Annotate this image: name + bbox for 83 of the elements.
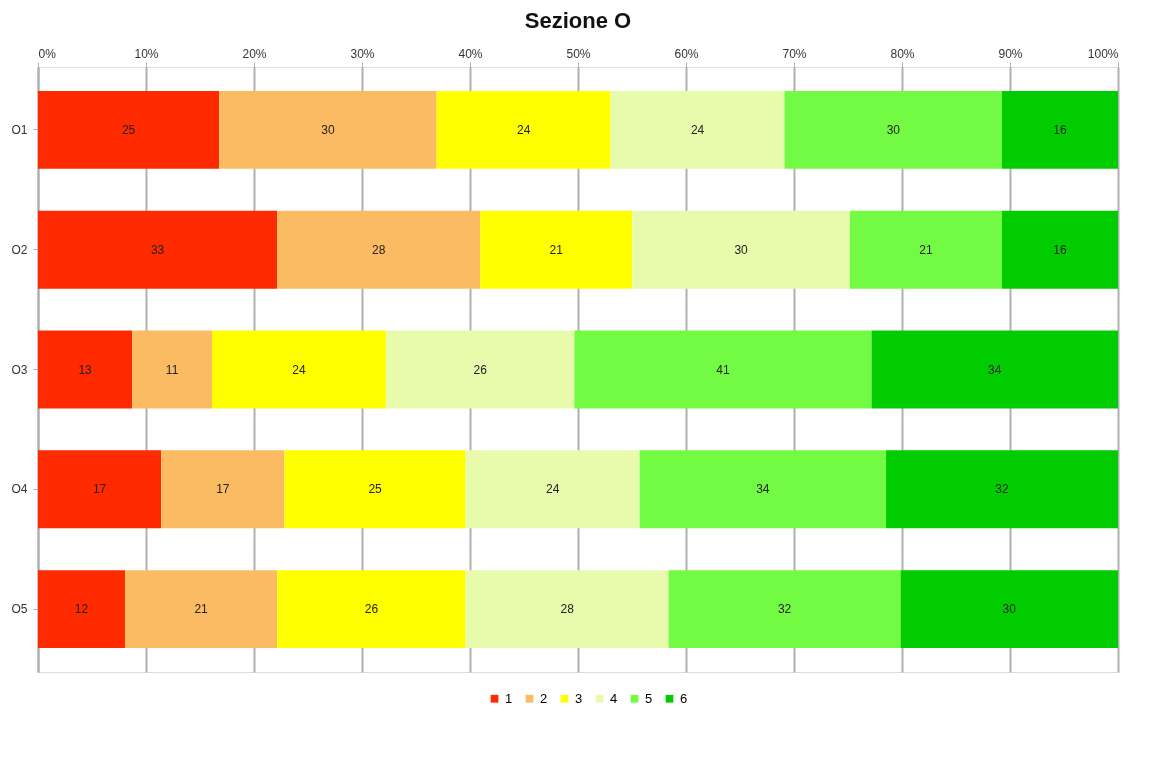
x2-tick-label: 60% [674,46,699,61]
bar [38,570,125,649]
data-label: 17 [216,482,230,497]
bar [1002,210,1118,289]
bar [639,450,887,529]
data-label: 30 [321,122,335,137]
data-label: 21 [549,242,564,257]
bar [900,570,1118,649]
bar [574,330,872,409]
y-tick-label: O4 [11,482,28,497]
data-label: 30 [1002,602,1017,617]
data-label: 32 [777,602,792,617]
y-tick-label: O3 [11,362,28,377]
data-label: 30 [886,122,901,137]
x2-tick-label: 30% [350,46,375,61]
data-label: 16 [1053,122,1068,137]
bar [161,450,285,529]
bar [132,330,212,409]
data-label: 41 [716,362,730,377]
data-label: 33 [150,242,165,257]
legend-label: 6 [680,690,688,706]
bar [436,90,611,169]
bar [632,210,850,289]
bar [38,330,133,409]
y-tick-label: O2 [11,242,28,257]
bar [277,210,481,289]
x2-tick-label: 100% [1087,46,1119,61]
data-label: 28 [371,242,386,257]
data-label: 34 [756,482,770,497]
data-label: 25 [121,122,136,137]
data-label: 28 [560,602,575,617]
data-label: 21 [194,602,209,617]
data-label: 24 [545,482,560,497]
bar [610,90,785,169]
bar [38,210,278,289]
x2-tick-label: 40% [458,46,483,61]
data-label: 12 [74,602,89,617]
data-label: 24 [292,362,306,377]
bar [886,450,1118,529]
bar [211,330,386,409]
x2-tick-label: 10% [134,46,159,61]
bar [465,450,640,529]
chart-title: Sezione O [524,8,632,33]
bar [219,90,437,169]
bar [385,330,575,409]
data-label: 21 [919,242,933,257]
x2-tick-label: 20% [242,46,267,61]
x2-tick-label: 50% [566,46,591,61]
x2-tick-label: 90% [998,46,1023,61]
x2-tick-label: 80% [890,46,915,61]
y-tick-label: O5 [11,602,28,617]
data-label: 32 [995,482,1010,497]
bar [668,570,901,649]
data-label: 26 [364,602,379,617]
data-label: 34 [988,362,1002,377]
bar [38,450,162,529]
bar [871,330,1118,409]
bar [124,570,278,649]
data-label: 24 [690,122,705,137]
legend-label: 3 [575,690,583,706]
bar [784,90,1003,169]
x2-tick-label: 0% [38,46,57,61]
bar [277,570,466,649]
bar [284,450,466,529]
bar [38,90,220,169]
data-label: 24 [516,122,531,137]
data-label: 30 [734,242,749,257]
legend-label: 2 [540,690,548,706]
data-label: 17 [92,482,107,497]
x2-tick-label: 70% [782,46,807,61]
data-label: 13 [78,362,93,377]
bar [1002,90,1118,169]
data-label: 25 [368,482,383,497]
y-tick-label: O1 [11,122,28,137]
bar [849,210,1003,289]
data-label: 26 [473,362,488,377]
legend-label: 5 [645,690,653,706]
legend-label: 1 [505,690,513,706]
bar [480,210,633,289]
data-label: 16 [1053,242,1068,257]
bar [465,570,669,649]
legend-label: 4 [610,690,618,706]
data-label: 11 [165,362,179,377]
